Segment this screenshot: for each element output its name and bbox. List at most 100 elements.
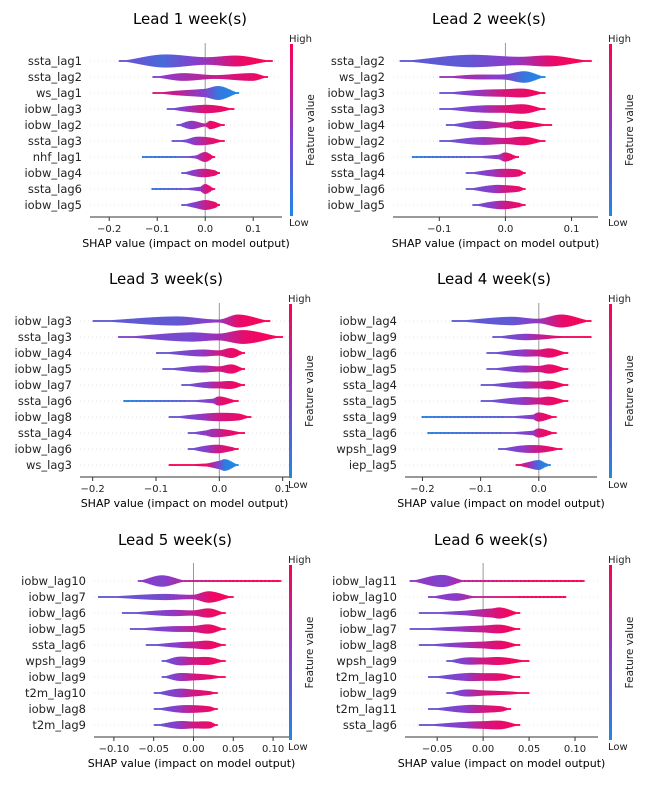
violin-t2m_lag9 — [153, 721, 218, 729]
tail-dot — [546, 595, 550, 599]
violin-segment — [186, 400, 189, 402]
violin-segment — [221, 644, 223, 646]
violin-segment — [256, 318, 258, 324]
violin-segment — [172, 464, 175, 466]
violin-segment — [477, 641, 480, 649]
violin-segment — [434, 644, 437, 646]
violin-segment — [452, 611, 455, 615]
violin-segment — [515, 381, 518, 389]
violin-segment — [427, 724, 430, 726]
violin-segment — [156, 400, 159, 402]
tail-dot — [554, 595, 558, 599]
violin-segment — [492, 596, 495, 598]
violin-segment — [202, 168, 205, 178]
violin-segment — [156, 54, 159, 68]
violin-segment — [485, 74, 488, 80]
violin-segment — [482, 596, 485, 598]
violin-segment — [492, 673, 494, 681]
violin-segment — [503, 74, 506, 80]
violin-segment — [425, 156, 428, 158]
violin-segment — [472, 105, 475, 113]
violin-segment — [178, 351, 181, 355]
violin-segment — [444, 611, 446, 615]
tail-dot — [522, 595, 526, 599]
violin-segment — [180, 156, 183, 158]
violin-segment — [477, 689, 479, 697]
violin-segment — [272, 335, 275, 339]
violin-segment — [226, 429, 229, 437]
violin-segment — [469, 610, 472, 616]
violin-segment — [560, 596, 563, 598]
violin-segment — [211, 105, 214, 113]
violin-segment — [496, 122, 498, 128]
violin-segment — [187, 689, 190, 697]
violin-wpsh_lag9 — [498, 445, 563, 453]
violin-segment — [190, 594, 192, 600]
violin-segment — [501, 432, 504, 434]
violin-segment — [559, 314, 561, 328]
violin-segment — [461, 580, 464, 582]
violin-segment — [537, 349, 539, 357]
violin-segment — [438, 612, 441, 614]
violin-segment — [514, 316, 517, 326]
violin-segment — [508, 674, 511, 679]
violin-segment — [514, 88, 517, 98]
violin-segment — [585, 60, 588, 62]
violin-segment — [480, 609, 483, 617]
violin-segment — [478, 105, 481, 113]
violin-segment — [535, 139, 538, 143]
violin-segment — [167, 54, 170, 68]
violin-segment — [241, 414, 244, 420]
violin-segment — [221, 333, 224, 341]
violin-segment — [208, 657, 211, 665]
violin-segment — [154, 334, 157, 340]
violin-segment — [174, 90, 177, 96]
violin-segment — [520, 415, 522, 419]
violin-segment — [154, 644, 156, 646]
violin-segment — [180, 367, 183, 371]
violin-segment — [527, 89, 529, 97]
colorbar-low: Low — [608, 742, 628, 753]
violin-segment — [501, 640, 504, 650]
violin-segment — [236, 431, 239, 435]
violin-segment — [420, 612, 422, 614]
violin-segment — [165, 352, 168, 354]
violin-segment — [509, 658, 512, 664]
violin-segment — [212, 609, 215, 617]
violin-segment — [515, 659, 517, 663]
violin-segment — [577, 336, 580, 338]
violin-segment — [163, 626, 166, 632]
violin-segment — [556, 335, 559, 339]
violin-segment — [190, 705, 193, 713]
violin-segment — [207, 690, 210, 696]
violin-segment — [479, 156, 482, 158]
violin-segment — [156, 352, 158, 354]
violin-segment — [516, 464, 519, 466]
violin-segment — [426, 577, 429, 585]
violin-segment — [133, 336, 136, 338]
violin-segment — [159, 92, 162, 94]
violin-segment — [540, 318, 543, 324]
violin-segment — [181, 688, 184, 698]
violin-segment — [531, 105, 533, 113]
violin-segment — [554, 315, 557, 327]
violin-segment — [141, 57, 143, 65]
violin-segment — [220, 444, 222, 454]
violin-segment — [496, 352, 499, 354]
violin-segment — [238, 55, 241, 67]
violin-segment — [426, 58, 429, 64]
violin-segment — [262, 580, 265, 582]
feature-label: iobw_lag10 — [21, 574, 86, 588]
violin-segment — [189, 657, 192, 665]
violin-segment — [241, 580, 244, 582]
violin-segment — [464, 416, 467, 418]
chart-title: Lead 1 week(s) — [133, 10, 247, 28]
violin-segment — [198, 690, 201, 696]
violin-segment — [193, 73, 195, 81]
violin-segment — [476, 204, 479, 206]
violin-segment — [241, 432, 244, 434]
violin-segment — [233, 73, 236, 81]
violin-segment — [487, 318, 490, 324]
violin-segment — [200, 74, 202, 80]
violin-segment — [581, 59, 584, 63]
